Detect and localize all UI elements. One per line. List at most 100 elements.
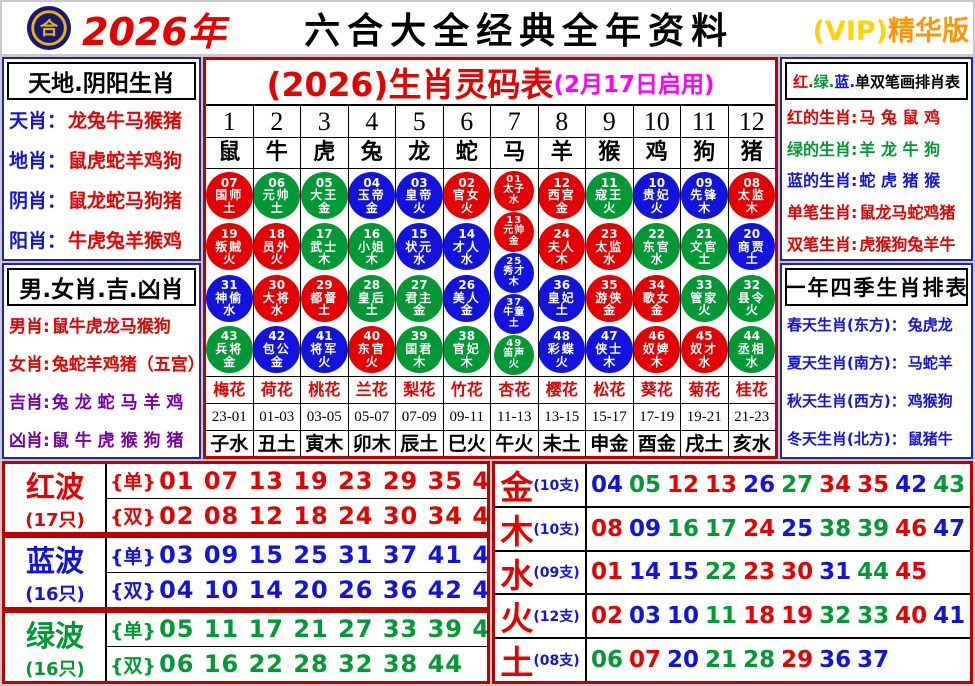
element-number: 40 — [895, 603, 928, 630]
ball-number: 43 — [220, 329, 238, 344]
ball-number: 14 — [458, 226, 476, 241]
column-animal: 鸡 — [633, 138, 680, 169]
male-female-value: 兔蛇羊鸡猪（五宫） — [51, 355, 199, 376]
number-ball-25: 25 秀才木 — [494, 252, 535, 293]
ball-title: 东官 — [642, 239, 671, 254]
zodiac-column-10: 10 鸡 10 贵妃火 22 东官水 34 歌女金 46 奴婢木葵花 17-19 酉金 — [633, 106, 681, 457]
ball-title: 元帅 — [262, 188, 291, 203]
column-branch-element: 卯木 — [352, 433, 391, 455]
color-stroke-value: 鼠龙马蛇鸡猪 — [859, 203, 956, 223]
element-number: 26 — [743, 471, 776, 498]
header: 合 2026年 六合大全经典全年资料 (VIP)精华版 — [2, 2, 973, 54]
ball-stack: 11 寇王火 23 太监水 35 游侠金 47 侠士木 — [586, 169, 633, 377]
ball-number: 37 — [506, 296, 523, 308]
wave-box: 红波 (17只) {单} 01 07 13 19 23 29 35 45 {双} 02 0… — [2, 461, 490, 536]
ball-number: 11 — [600, 175, 618, 190]
heaven-earth-label: 阳肖： — [9, 229, 67, 252]
ball-title: 歌女 — [642, 290, 671, 305]
column-time-range: 11-13 — [491, 404, 538, 431]
panel-male-female-zodiac: 男.女肖.吉.凶肖 男肖: 鼠牛虎龙马猴狗 女肖: 兔蛇羊鸡猪（五宫） 吉肖: 兔 龙 蛇… — [2, 263, 201, 459]
column-branch-element: 辰土 — [400, 433, 439, 455]
column-animal: 鼠 — [206, 138, 253, 169]
ball-number: 23 — [600, 226, 618, 241]
ball-title: 元帅 — [503, 225, 526, 237]
ball-element: 木 — [603, 354, 616, 369]
column-animal: 猪 — [728, 138, 775, 169]
ball-title: 贵妃 — [642, 188, 671, 203]
element-name: 土 — [500, 643, 534, 681]
wave-box: 蓝波 (16只) {单} 03 09 15 25 31 37 41 47 {双} 04 1… — [2, 535, 490, 610]
number-ball-08: 08 太监木 — [728, 172, 775, 220]
column-flower: 杏花 — [491, 377, 538, 404]
color-stroke-value: 马 兔 鼠 鸡 — [859, 107, 941, 127]
ball-title: 彩蝶 — [547, 342, 576, 357]
ball-element: 木 — [318, 252, 331, 267]
ball-number: 24 — [553, 226, 571, 241]
number-ball-15: 15 状元水 — [396, 223, 443, 271]
season-value: 鸡猴狗 — [907, 391, 953, 410]
number-ball-07: 07 国师土 — [206, 172, 253, 220]
ball-title: 夫人 — [547, 239, 576, 254]
wave-parity-tag: {双} — [110, 506, 157, 528]
column-time-range: 05-07 — [348, 404, 395, 431]
color-stroke-label: 红的生肖: — [787, 107, 858, 127]
ball-element: 木 — [508, 276, 520, 288]
ball-element: 土 — [555, 303, 568, 318]
column-flower: 梨花 — [396, 377, 443, 404]
ball-number: 12 — [553, 175, 571, 190]
wave-label: 红波 (17只) — [5, 464, 107, 533]
ball-number: 20 — [743, 226, 761, 241]
ball-number: 13 — [506, 214, 523, 226]
ball-number: 35 — [600, 278, 618, 293]
ball-element: 水 — [223, 303, 236, 318]
ball-number: 19 — [220, 226, 238, 241]
ball-title: 奴才 — [690, 342, 719, 357]
number-ball-47: 47 侠士木 — [586, 325, 633, 373]
element-number: 23 — [743, 559, 776, 586]
column-animal: 兔 — [348, 138, 395, 169]
wave-row: {双}02 08 12 18 24 30 34 40 46 — [107, 497, 487, 533]
element-number: 47 — [933, 515, 966, 542]
ball-number: 16 — [363, 226, 381, 241]
ball-title: 秀才 — [503, 266, 526, 278]
wave-name: 红波 — [25, 470, 84, 505]
number-ball-43: 43 兵将金 — [206, 325, 253, 373]
wave-rows: {单} 03 09 15 25 31 37 41 47 {双} 04 10 14 20… — [107, 538, 487, 606]
column-flower: 竹花 — [443, 377, 490, 404]
ball-number: 48 — [553, 329, 571, 344]
element-number: 11 — [705, 603, 738, 630]
male-female-row: 吉肖: 兔 龙 蛇 马 羊 鸡 — [4, 388, 199, 413]
column-time-range: 01-03 — [253, 404, 300, 431]
season-row: 夏天生肖(南方)： 马蛇羊 — [782, 352, 971, 373]
number-ball-44: 44 丞相水 — [728, 325, 775, 373]
ball-number: 38 — [458, 329, 476, 344]
ball-title: 美人 — [452, 290, 481, 305]
color-stroke-row: 红的生肖: 马 兔 鼠 鸡 — [782, 104, 971, 128]
color-stroke-title-segment: 单双笔画排肖表 — [855, 72, 961, 91]
ball-title: 大将 — [262, 290, 291, 305]
column-number: 7 — [491, 106, 538, 138]
column-flower: 葵花 — [633, 377, 680, 404]
ball-element: 土 — [508, 317, 520, 329]
ball-title: 商贾 — [737, 239, 766, 254]
number-ball-06: 06 元帅土 — [253, 172, 301, 220]
ball-element: 火 — [745, 303, 758, 318]
season-row: 秋天生肖(西方)： 鸡猴狗 — [782, 390, 971, 411]
element-name: 水 — [500, 555, 534, 594]
number-ball-26: 26 美人金 — [443, 274, 491, 322]
column-number: 11 — [681, 106, 728, 138]
element-number: 01 — [591, 559, 624, 586]
wave-numbers: 02 08 12 18 24 30 34 40 46 — [159, 501, 487, 530]
element-number: 07 — [629, 647, 662, 674]
element-label: 火 (12支) — [495, 595, 587, 638]
ball-element: 土 — [270, 200, 283, 215]
ball-number: 46 — [648, 329, 666, 344]
number-ball-22: 22 东官水 — [633, 223, 681, 271]
element-numbers: 020310111819323340414849 — [587, 595, 970, 637]
ball-number: 30 — [268, 278, 286, 293]
element-count: (08支) — [533, 653, 580, 670]
zodiac-column-1: 1 鼠 07 国师土 19 叛贼火 31 神偷水 43 兵将金梅花 23-01 子水 — [206, 106, 254, 457]
panel-color-stroke-title: 红. 绿. 蓝. 单双笔画排肖表 — [785, 62, 968, 100]
ball-element: 水 — [603, 252, 616, 267]
